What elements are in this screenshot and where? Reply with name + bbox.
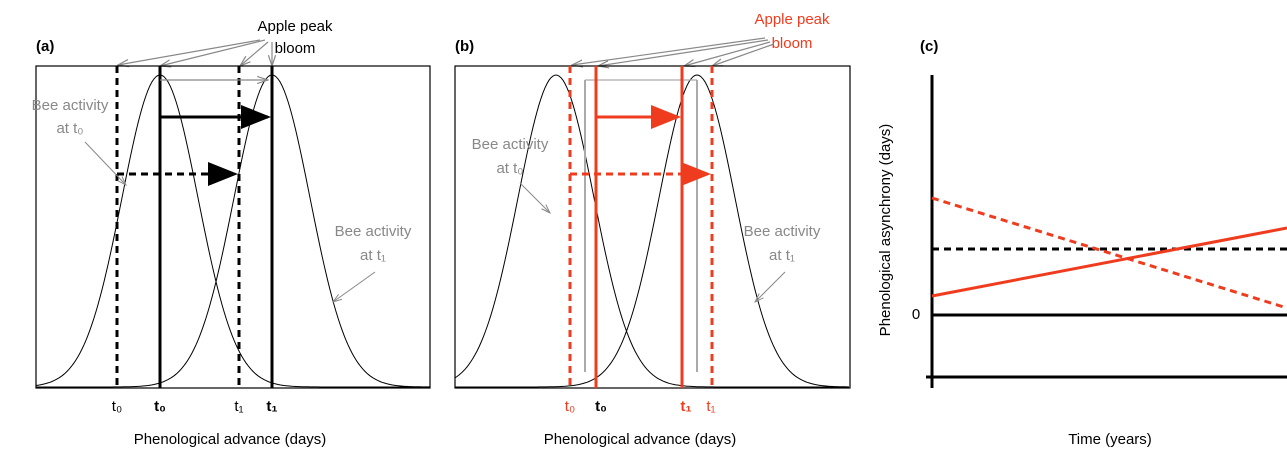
panel-label: (c) <box>920 38 938 55</box>
bee-label: at t₁ <box>360 247 386 264</box>
panel-label: (b) <box>455 38 474 55</box>
bee-activity-curve <box>454 74 849 388</box>
panel-label: (a) <box>36 38 54 55</box>
panel-c: (c) Phenological asynchrony (days) 0 Tim… <box>877 38 1287 448</box>
bee-label: at t₀ <box>496 160 523 177</box>
bee-label: Bee activity <box>335 223 412 240</box>
bee-label: at t₁ <box>769 247 795 264</box>
apple-label: Apple peak <box>257 18 333 35</box>
bee-activity-curve <box>36 74 430 388</box>
tick-label: t₀ <box>565 398 575 415</box>
bee-label: Bee activity <box>744 223 821 240</box>
bee-activity-curve <box>35 74 430 388</box>
panel-b: (b) Apple peak bloom Bee activity at t₀ … <box>454 11 851 448</box>
tick-label: t₀ <box>154 398 166 415</box>
x-label: Phenological advance (days) <box>544 431 737 448</box>
apple-label: bloom <box>275 40 316 57</box>
bee-label: Bee activity <box>472 136 549 153</box>
tick-label: t₁ <box>234 398 243 415</box>
bee-label: Bee activity <box>32 97 109 114</box>
panel-a: (a) Apple peak bloom Bee activity at t₀ … <box>32 18 431 448</box>
bee-label: at t₀ <box>56 120 83 137</box>
apple-label: bloom <box>772 35 813 52</box>
bee-activity-curve <box>455 74 849 388</box>
zero-label: 0 <box>912 306 920 323</box>
apple-label: Apple peak <box>754 11 830 28</box>
x-label: Phenological advance (days) <box>134 431 327 448</box>
y-label: Phenological asynchrony (days) <box>877 124 894 337</box>
tick-label: t₀ <box>112 398 122 415</box>
tick-label: t₁ <box>706 398 715 415</box>
tick-label: t₁ <box>266 398 277 415</box>
tick-label: t₁ <box>680 398 691 415</box>
tick-label: t₀ <box>595 398 607 415</box>
x-label: Time (years) <box>1068 431 1152 448</box>
